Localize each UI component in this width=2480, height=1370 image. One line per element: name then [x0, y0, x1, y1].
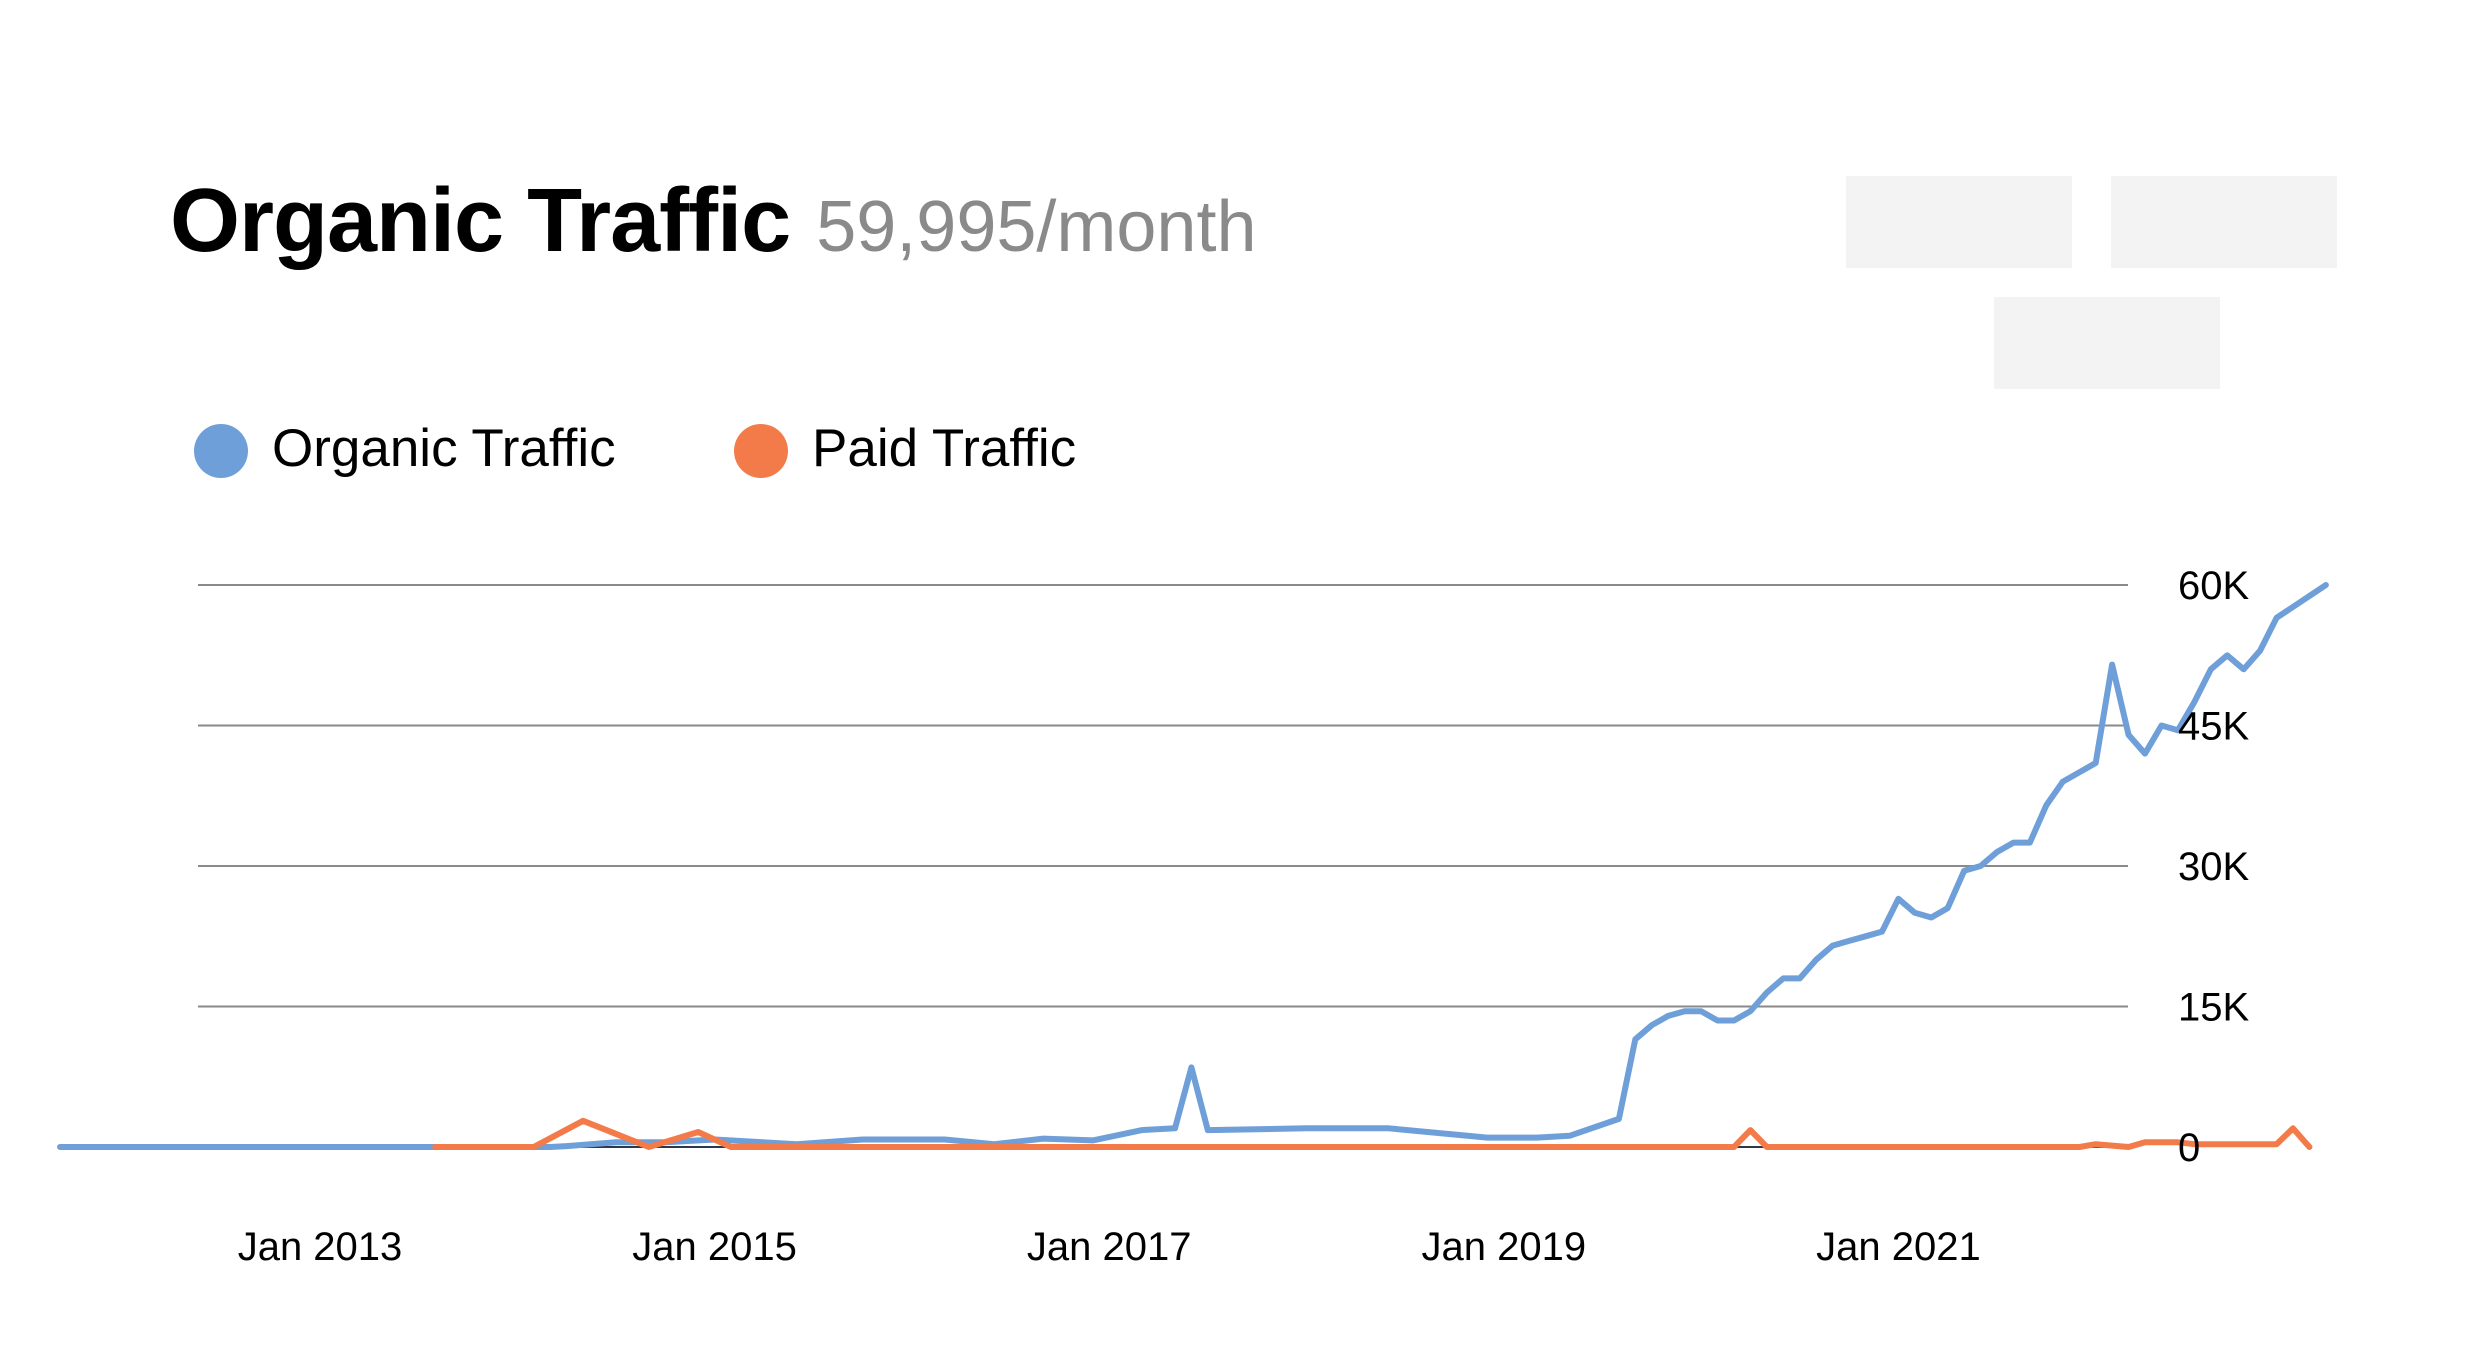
legend-label-paid[interactable]: Paid Traffic: [812, 419, 1076, 478]
x-tick-label: Jan 2021: [1816, 1225, 1981, 1269]
gridlines: [198, 584, 2128, 1148]
legend-marker-paid[interactable]: [734, 424, 788, 478]
chart-title: Organic Traffic 59,995/month: [170, 170, 1257, 273]
y-tick-label: 45K: [2178, 705, 2249, 749]
x-tick-label: Jan 2019: [1422, 1225, 1587, 1269]
series-line-organic[interactable]: [57, 582, 2329, 1150]
y-tick-label: 30K: [2178, 845, 2249, 889]
x-tick-label: Jan 2017: [1027, 1225, 1192, 1269]
y-tick-label: 0: [2178, 1126, 2200, 1170]
legend-marker-organic[interactable]: [194, 424, 248, 478]
control-placeholder-3[interactable]: [1994, 297, 2220, 389]
control-placeholder-2[interactable]: [2111, 176, 2337, 268]
monthly-traffic-value: 59,995/month: [816, 187, 1257, 267]
title-text: Organic Traffic: [170, 171, 791, 271]
x-tick-label: Jan 2013: [238, 1225, 403, 1269]
x-tick-label: Jan 2015: [632, 1225, 797, 1269]
y-axis: 0 15K 30K 45K 60K: [2178, 564, 2249, 1170]
y-tick-label: 60K: [2178, 564, 2249, 608]
legend-label-organic[interactable]: Organic Traffic: [272, 419, 616, 478]
series-line-paid[interactable]: [432, 1117, 2313, 1150]
series-layer: [57, 582, 2329, 1150]
legend: Organic Traffic Paid Traffic: [194, 419, 1076, 478]
y-tick-label: 15K: [2178, 986, 2249, 1030]
x-axis: Jan 2013 Jan 2015 Jan 2017 Jan 2019 Jan 2021: [238, 1225, 1981, 1269]
control-placeholder-1[interactable]: [1846, 176, 2072, 268]
